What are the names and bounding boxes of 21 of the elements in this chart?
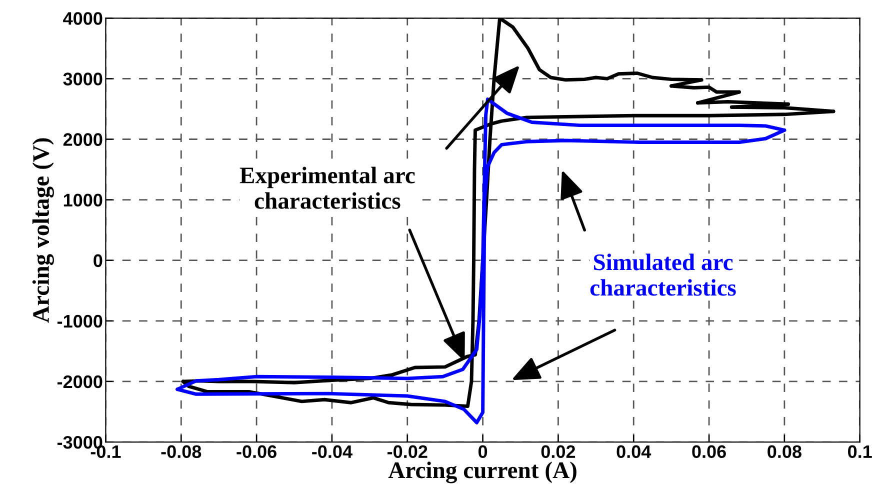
x-tick-label: -0.04	[312, 445, 352, 458]
x-tick-label: 0	[478, 445, 488, 458]
x-tick-label: -0.06	[236, 445, 276, 458]
x-tick-label: 0.04	[616, 445, 652, 458]
y-tick-label: 3000	[63, 72, 102, 86]
y-tick-label: -2000	[57, 375, 102, 388]
annotation: Simulated arc characteristics	[590, 254, 736, 296]
y-tick-label: 0	[94, 254, 102, 268]
x-tick-label: 0.1	[848, 445, 872, 458]
y-tick-label: -1000	[57, 314, 102, 328]
y-axis-title: Arcing voltage (V)	[32, 138, 54, 323]
x-tick-label: -0.02	[388, 445, 428, 458]
x-axis-title: Arcing current (A)	[388, 462, 576, 484]
x-tick-label: -0.08	[161, 445, 202, 458]
y-tick-label: 2000	[63, 133, 102, 146]
x-tick-label: 0.08	[768, 445, 802, 458]
annotation: Experimental arc characteristics	[240, 166, 415, 209]
y-tick-label: 1000	[64, 194, 102, 207]
x-tick-label: 0.06	[692, 445, 726, 458]
y-tick-label: 4000	[63, 12, 102, 25]
x-tick-label: 0.02	[541, 445, 576, 458]
